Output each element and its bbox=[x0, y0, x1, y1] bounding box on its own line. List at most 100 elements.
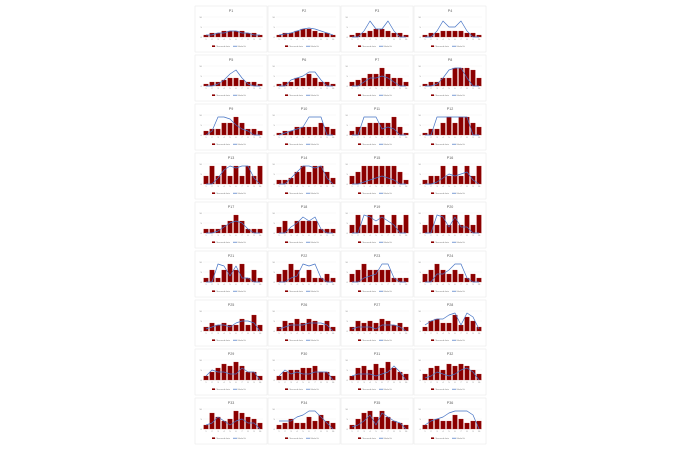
legend: Observed data Model fit bbox=[431, 290, 465, 293]
y-tick-label: 0 bbox=[201, 429, 203, 431]
bar bbox=[227, 175, 233, 185]
bar bbox=[458, 224, 464, 234]
x-tick-label: 1 bbox=[424, 137, 426, 139]
chart-title: P27 bbox=[374, 303, 380, 307]
x-tick-label: 6 bbox=[235, 333, 237, 335]
bar bbox=[312, 77, 318, 87]
x-tick-label: 5 bbox=[448, 431, 450, 433]
y-tick-label: 10 bbox=[272, 115, 275, 117]
y-tick-label: 10 bbox=[199, 17, 202, 19]
bar bbox=[367, 122, 373, 136]
x-tick-label: 2 bbox=[284, 235, 286, 237]
bar bbox=[355, 418, 361, 430]
x-tick-label: 10 bbox=[332, 431, 335, 433]
y-tick-label: 5 bbox=[420, 321, 422, 323]
bar bbox=[373, 122, 379, 136]
bar bbox=[464, 214, 470, 234]
chart-title: P19 bbox=[374, 205, 380, 209]
legend-bar-label: Observed data bbox=[289, 388, 304, 391]
chart-card bbox=[340, 5, 414, 53]
chart-title: P21 bbox=[228, 254, 234, 258]
model-line bbox=[279, 263, 333, 283]
y-tick-label: 5 bbox=[274, 27, 276, 29]
bar bbox=[391, 165, 397, 185]
bar bbox=[324, 320, 330, 332]
legend-line-label: Model fit bbox=[384, 192, 393, 195]
bar bbox=[221, 122, 227, 136]
chart-title: P29 bbox=[228, 352, 234, 356]
bar bbox=[476, 373, 482, 381]
x-tick-label: 8 bbox=[320, 382, 322, 384]
model-line bbox=[424, 312, 480, 330]
x-tick-label: 4 bbox=[296, 88, 298, 90]
x-tick-label: 10 bbox=[405, 382, 408, 384]
model-line bbox=[205, 367, 261, 381]
bar bbox=[245, 128, 251, 136]
bar bbox=[422, 326, 428, 332]
x-tick-label: 7 bbox=[387, 137, 389, 139]
x-tick-label: 7 bbox=[387, 235, 389, 237]
bar bbox=[257, 130, 263, 136]
x-tick-label: 9 bbox=[399, 235, 401, 237]
legend-line-label: Model fit bbox=[457, 339, 466, 342]
chart-title: P36 bbox=[447, 401, 453, 405]
chart-title: P2 bbox=[302, 9, 306, 13]
y-tick-label: 5 bbox=[201, 174, 203, 176]
legend: Observed data Model fit bbox=[285, 241, 319, 244]
x-tick-label: 10 bbox=[332, 39, 335, 41]
chart-title: P18 bbox=[301, 205, 307, 209]
x-tick-label: 9 bbox=[326, 186, 328, 188]
x-tick-label: 5 bbox=[302, 235, 304, 237]
chart-panel: P35 0 5 10 1 2 3 4 5 6 7 8 9 10 Observed data Model fit bbox=[340, 397, 414, 445]
model-line bbox=[206, 165, 261, 185]
model-line bbox=[425, 171, 480, 185]
legend-line-label: Model fit bbox=[238, 192, 247, 195]
bar bbox=[373, 28, 379, 38]
bar bbox=[288, 263, 294, 283]
model-line bbox=[279, 165, 334, 185]
bar bbox=[434, 32, 440, 38]
x-tick-label: 8 bbox=[320, 333, 322, 335]
x-tick-label: 3 bbox=[290, 88, 292, 90]
bar bbox=[361, 263, 367, 283]
bar bbox=[446, 30, 452, 38]
bar bbox=[464, 116, 470, 136]
bar bbox=[257, 422, 263, 430]
x-tick-label: 2 bbox=[284, 333, 286, 335]
x-tick-label: 5 bbox=[375, 235, 377, 237]
model-line bbox=[424, 367, 480, 381]
model-line bbox=[279, 410, 334, 430]
legend: Observed data Model fit bbox=[358, 290, 392, 293]
y-tick-label: 10 bbox=[345, 115, 348, 117]
bar bbox=[440, 165, 446, 185]
x-tick-label: 2 bbox=[357, 235, 359, 237]
x-tick-label: 4 bbox=[223, 284, 225, 286]
x-tick-label: 6 bbox=[308, 88, 310, 90]
x-tick-label: 4 bbox=[442, 284, 444, 286]
x-tick-label: 3 bbox=[217, 431, 219, 433]
y-tick-label: 0 bbox=[420, 429, 422, 431]
legend-bar-label: Observed data bbox=[435, 241, 450, 244]
bar bbox=[422, 424, 428, 430]
x-tick-label: 6 bbox=[454, 186, 456, 188]
bar bbox=[391, 420, 397, 430]
y-tick-label: 0 bbox=[347, 135, 349, 137]
x-tick-label: 5 bbox=[448, 186, 450, 188]
bar bbox=[476, 126, 482, 136]
y-tick-label: 10 bbox=[418, 360, 421, 362]
chart-title: P24 bbox=[447, 254, 453, 258]
legend: Observed data Model fit bbox=[358, 45, 392, 48]
legend: Observed data Model fit bbox=[358, 94, 392, 97]
x-tick-label: 2 bbox=[430, 431, 432, 433]
x-tick-label: 1 bbox=[205, 235, 207, 237]
x-tick-label: 2 bbox=[357, 431, 359, 433]
bar bbox=[452, 214, 458, 234]
x-tick-label: 2 bbox=[211, 284, 213, 286]
y-tick-label: 5 bbox=[201, 272, 203, 274]
bar bbox=[239, 220, 245, 234]
y-tick-label: 0 bbox=[420, 135, 422, 137]
legend-line-label: Model fit bbox=[311, 339, 320, 342]
bar bbox=[385, 416, 391, 430]
x-tick-label: 9 bbox=[253, 431, 255, 433]
